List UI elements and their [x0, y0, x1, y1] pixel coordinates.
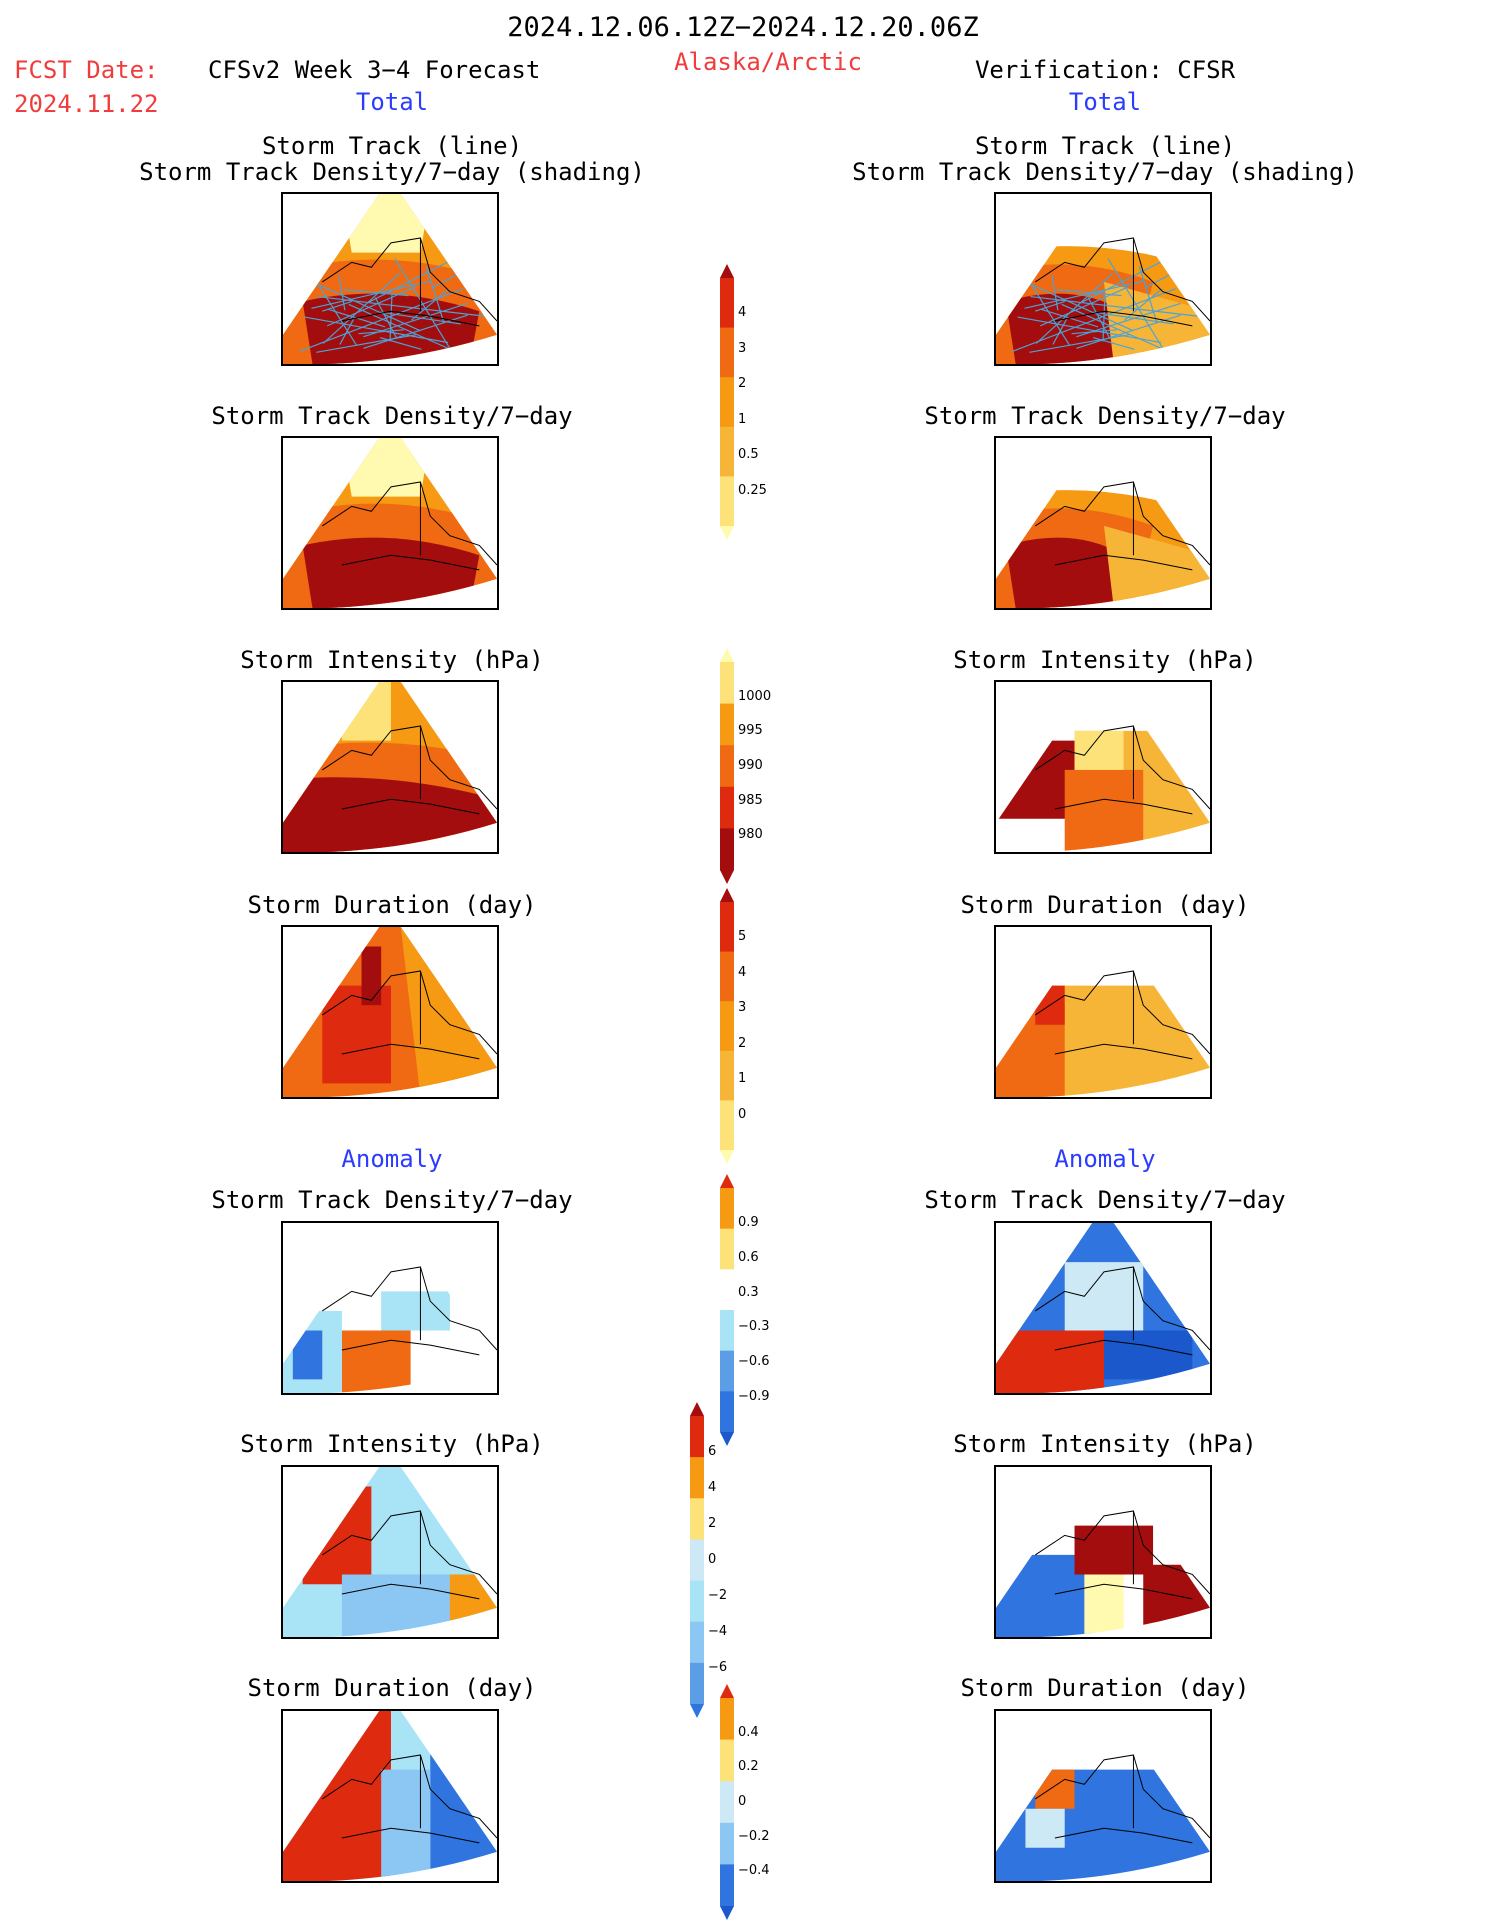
- map-panel-right-duration: [994, 925, 1212, 1099]
- colorbar-tick-label: 4: [738, 305, 747, 321]
- map-panel-right-track-line: [994, 192, 1212, 366]
- map-plot: [996, 1711, 1210, 1881]
- colorbar-tick-label: −0.4: [738, 1863, 770, 1879]
- map-panel-left-anom-intensity: [281, 1465, 499, 1639]
- colorbar-tick-label: 0.2: [738, 1759, 759, 1775]
- colorbar-tick-label: 0: [738, 1794, 747, 1809]
- colorbar-density: 4 3 2 1 0.5 0.25: [720, 264, 790, 540]
- colorbar-tick-label: 1: [738, 1071, 747, 1087]
- region-title: Alaska/Arctic: [674, 48, 862, 76]
- colorbar-tick-label: 4: [738, 964, 747, 980]
- colorbar-tick-label: −2: [708, 1588, 728, 1603]
- map-panel-left-track-density: [281, 436, 499, 610]
- fcst-date-value: 2024.11.22: [14, 90, 159, 118]
- colorbar-tick-label: 0.6: [738, 1249, 759, 1265]
- colorbar-tick-label: 995: [738, 723, 763, 739]
- right-track-density-title: Storm Track Density/7−day: [924, 402, 1286, 430]
- colorbar-tick-label: 4: [708, 1480, 717, 1495]
- colorbar-tick-label: −4: [708, 1624, 728, 1639]
- left-track-line-title: Storm Track (line): [261, 132, 523, 160]
- map-plot: [996, 438, 1210, 608]
- colorbar-duration: 5 4 3 2 1 0: [720, 888, 790, 1164]
- map-plot: [283, 682, 497, 852]
- colorbar-tick-label: 985: [738, 792, 763, 808]
- map-panel-right-track-density: [994, 436, 1212, 610]
- left-anom-track-density-title: Storm Track Density/7−day: [211, 1186, 573, 1214]
- map-plot: [996, 194, 1210, 364]
- colorbar-tick-label: 0.9: [738, 1214, 759, 1230]
- left-track-density-shading-title: Storm Track Density/7−day (shading): [139, 158, 645, 186]
- colorbar-tick-label: 0.25: [738, 482, 767, 498]
- map-panel-right-intensity: [994, 680, 1212, 854]
- right-duration-title: Storm Duration (day): [960, 891, 1250, 919]
- map-panel-right-anom-duration: [994, 1709, 1212, 1883]
- colorbar-tick-label: 6: [708, 1444, 717, 1459]
- right-anom-duration-title: Storm Duration (day): [960, 1674, 1250, 1702]
- right-anom-track-density-title: Storm Track Density/7−day: [924, 1186, 1286, 1214]
- left-duration-title: Storm Duration (day): [247, 891, 537, 919]
- map-plot: [283, 1223, 497, 1393]
- colorbar-tick-label: 0.4: [738, 1724, 759, 1740]
- colorbar-tick-label: −0.9: [738, 1389, 770, 1405]
- right-anom-intensity-title: Storm Intensity (hPa): [953, 1430, 1257, 1458]
- date-range-title: 2024.12.06.12Z−2024.12.20.06Z: [507, 12, 979, 43]
- colorbar-duration-anomaly: 0.4 0.2 0 −0.2 −0.4: [720, 1684, 790, 1920]
- map-plot: [283, 927, 497, 1097]
- map-plot: [996, 1223, 1210, 1393]
- map-panel-right-anom-density: [994, 1221, 1212, 1395]
- fcst-date-label: FCST Date:: [14, 56, 159, 84]
- map-panel-left-duration: [281, 925, 499, 1099]
- map-plot: [283, 1711, 497, 1881]
- left-anom-duration-title: Storm Duration (day): [247, 1674, 537, 1702]
- colorbar-tick-label: 3: [738, 340, 747, 356]
- colorbar-tick-label: 980: [738, 827, 763, 843]
- colorbar-tick-label: 2: [738, 376, 747, 392]
- colorbar-tick-label: 0: [708, 1552, 717, 1567]
- right-total-label: Total: [1068, 88, 1142, 116]
- model-title: CFSv2 Week 3−4 Forecast: [208, 56, 541, 84]
- map-panel-right-anom-intensity: [994, 1465, 1212, 1639]
- right-track-line-title: Storm Track (line): [974, 132, 1236, 160]
- left-anomaly-label: Anomaly: [341, 1145, 443, 1173]
- left-total-label: Total: [355, 88, 429, 116]
- colorbar-tick-label: 1000: [738, 688, 772, 704]
- left-track-density-title: Storm Track Density/7−day: [211, 402, 573, 430]
- colorbar-tick-label: 0: [738, 1106, 747, 1122]
- right-track-density-shading-title: Storm Track Density/7−day (shading): [852, 158, 1358, 186]
- colorbar-intensity-anomaly: 6 4 2 0 −2 −4 −6: [690, 1402, 760, 1718]
- colorbar-tick-label: −0.3: [738, 1319, 770, 1335]
- colorbar-tick-label: 5: [738, 929, 747, 945]
- colorbar-tick-label: 990: [738, 758, 763, 773]
- left-intensity-title: Storm Intensity (hPa): [240, 646, 544, 674]
- colorbar-tick-label: −0.2: [738, 1828, 770, 1844]
- right-anomaly-label: Anomaly: [1054, 1145, 1156, 1173]
- map-plot: [996, 927, 1210, 1097]
- colorbar-tick-label: −6: [708, 1660, 728, 1675]
- map-panel-left-anom-duration: [281, 1709, 499, 1883]
- map-panel-left-track-line: [281, 192, 499, 366]
- colorbar-intensity: 1000 995 990 985 980: [720, 648, 790, 884]
- colorbar-tick-label: 0.3: [738, 1284, 759, 1300]
- colorbar-tick-label: 2: [738, 1035, 747, 1051]
- map-plot: [283, 1467, 497, 1637]
- map-plot: [996, 1467, 1210, 1637]
- map-plot: [283, 194, 497, 364]
- map-plot: [996, 682, 1210, 852]
- colorbar-density-anomaly: 0.9 0.6 0.3 −0.3 −0.6 −0.9: [720, 1174, 790, 1446]
- colorbar-tick-label: −0.6: [738, 1354, 770, 1370]
- verification-title: Verification: CFSR: [974, 56, 1236, 84]
- map-panel-left-anom-density: [281, 1221, 499, 1395]
- right-intensity-title: Storm Intensity (hPa): [953, 646, 1257, 674]
- colorbar-tick-label: 3: [738, 1000, 747, 1016]
- colorbar-tick-label: 2: [708, 1516, 717, 1531]
- left-anom-intensity-title: Storm Intensity (hPa): [240, 1430, 544, 1458]
- colorbar-tick-label: 0.5: [738, 447, 759, 463]
- map-plot: [283, 438, 497, 608]
- map-panel-left-intensity: [281, 680, 499, 854]
- colorbar-tick-label: 1: [738, 411, 747, 427]
